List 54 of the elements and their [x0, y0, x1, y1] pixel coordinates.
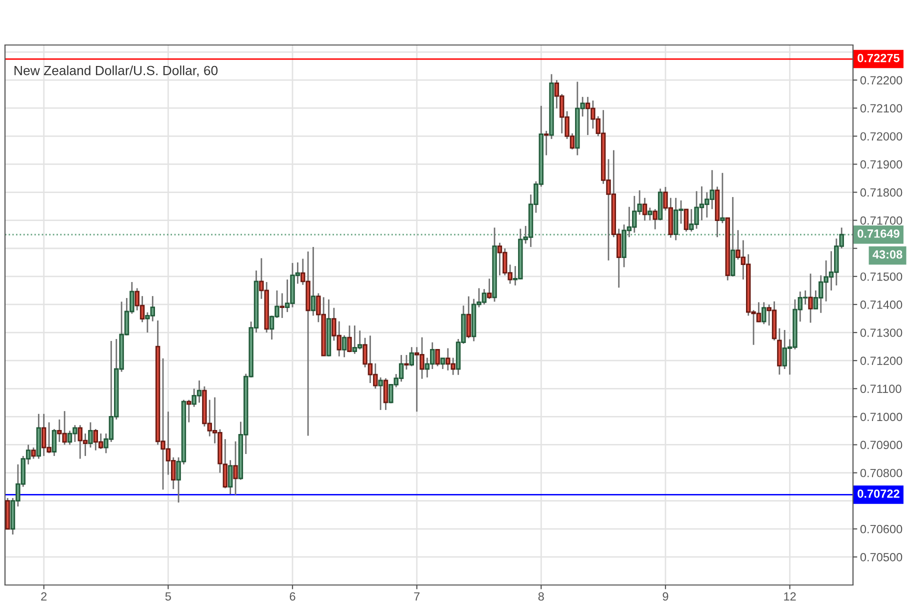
- x-tick-label: 2: [41, 592, 47, 600]
- x-tick-label: 7: [414, 592, 420, 600]
- candlestick: [404, 354, 409, 370]
- candlestick: [228, 459, 233, 495]
- x-tick-label: 9: [662, 592, 668, 601]
- candlestick: [186, 399, 192, 423]
- y-tick-label: 0.70500: [860, 552, 902, 562]
- candlestick: [435, 348, 440, 367]
- candlestick: [347, 324, 352, 353]
- y-tick-label: 0.72100: [860, 104, 902, 113]
- y-tick-label: 0.71000: [860, 412, 902, 422]
- candlestick: [310, 246, 316, 316]
- y-tick-label: 0.70600: [860, 524, 902, 534]
- y-tick-label: 0.71800: [860, 188, 902, 197]
- candlestick: [720, 172, 725, 224]
- candlestick: [762, 302, 766, 325]
- candlestick: [409, 346, 414, 367]
- y-tick-label: 0.72200: [860, 76, 902, 84]
- candlestick: [52, 428, 57, 457]
- candlestick: [642, 197, 648, 222]
- candlestick: [652, 208, 658, 230]
- ref-line-label: 0.70722: [858, 489, 900, 498]
- ref-line-label: 0.72275: [858, 54, 900, 62]
- y-tick-label: 0.71200: [860, 356, 902, 365]
- candlestick: [88, 422, 93, 448]
- candlestick: [808, 272, 813, 324]
- y-tick-label: 0.71100: [860, 384, 902, 394]
- candlestick: [31, 446, 36, 460]
- y-tick-label: 0.71500: [860, 272, 902, 281]
- ref-line-label: 0.71649: [858, 229, 900, 238]
- candlestick: [486, 278, 492, 300]
- candlestick: [280, 292, 284, 319]
- y-tick-label: 0.70900: [860, 440, 902, 450]
- y-tick-label: 0.71900: [860, 160, 902, 169]
- x-tick-label: 12: [784, 592, 796, 600]
- candlestick: [648, 207, 652, 222]
- candlestick: [233, 440, 238, 496]
- candlestick: [466, 296, 471, 339]
- candlestick: [544, 130, 549, 156]
- y-tick-label: 0.70800: [860, 468, 902, 478]
- candlestick: [378, 376, 383, 411]
- candlestick: [440, 358, 446, 370]
- x-tick-label: 6: [290, 592, 296, 601]
- y-tick-label: 0.71700: [860, 216, 902, 225]
- x-tick-label: 8: [538, 592, 544, 601]
- candlestick: [383, 378, 388, 411]
- text: New Zealand Dollar/U.S. Dollar, 60: [14, 66, 218, 77]
- y-tick-label: 0.71300: [860, 328, 902, 337]
- candlestick: [684, 208, 689, 232]
- y-tick-label: 0.72000: [860, 132, 902, 141]
- candlestick: [342, 334, 347, 358]
- text: 43:08: [872, 250, 902, 259]
- y-tick-label: 0.71400: [860, 300, 902, 309]
- x-tick-label: 5: [165, 592, 171, 601]
